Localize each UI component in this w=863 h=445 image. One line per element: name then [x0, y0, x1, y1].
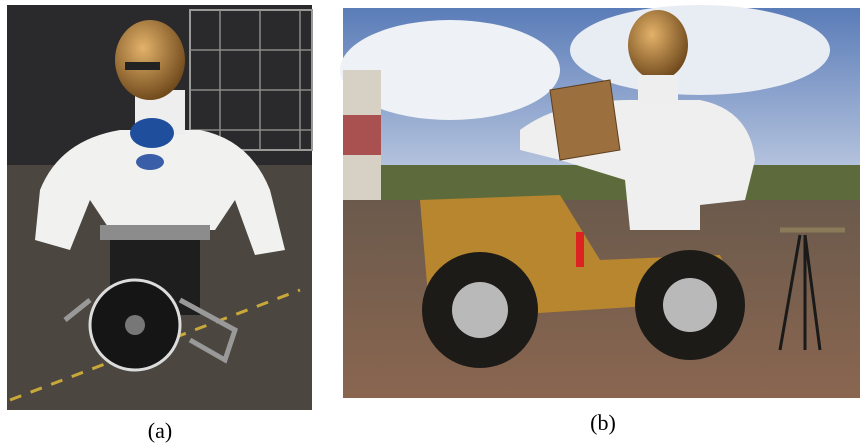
caption-b: (b) [590, 410, 616, 435]
photo-b [340, 5, 860, 398]
photo-a [7, 5, 313, 410]
caption-a: (a) [148, 418, 172, 443]
